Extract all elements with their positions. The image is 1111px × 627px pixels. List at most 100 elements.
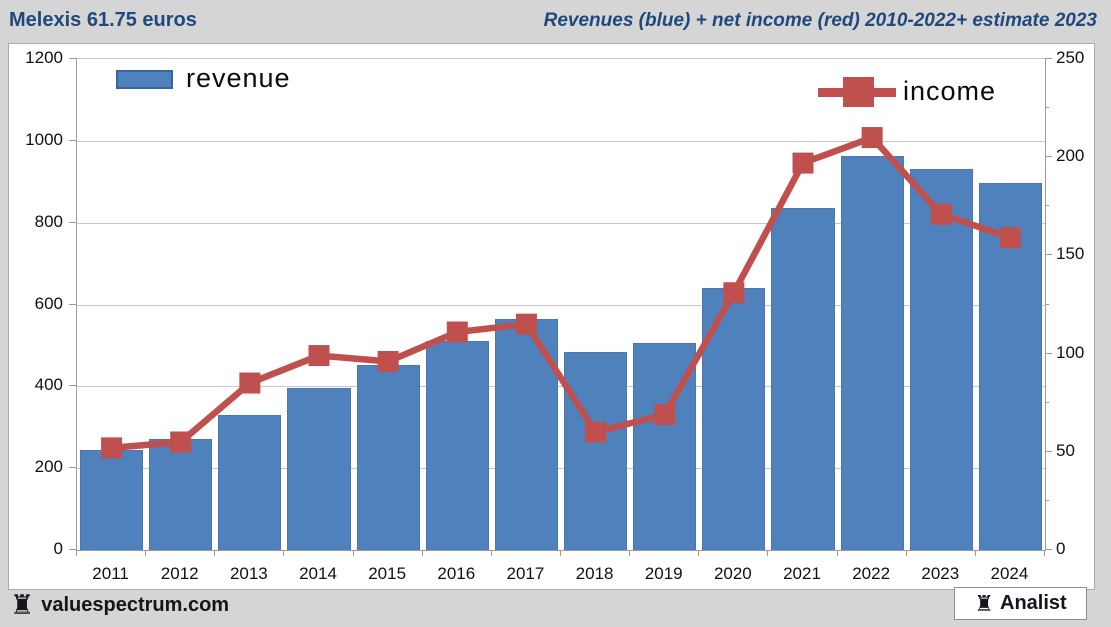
gridline-400	[77, 386, 1045, 388]
revenue-bar-2013	[218, 414, 282, 550]
income-marker-2019	[654, 403, 676, 425]
x-tick-1	[145, 550, 147, 556]
y-left-label-800: 800	[34, 211, 63, 231]
y-right-label-0: 0	[1056, 539, 1066, 558]
y-right-tick-50	[1045, 450, 1052, 452]
income-marker-2011	[101, 437, 123, 459]
income-marker-2013	[239, 372, 261, 394]
x-tick-12	[905, 550, 907, 556]
revenue-bar-2022	[840, 156, 904, 550]
y-left-tick-1200	[69, 58, 76, 59]
x-tick-6	[490, 550, 492, 556]
x-tick-4	[352, 550, 354, 556]
analist-text: Analist	[1000, 592, 1067, 614]
y-right-tick-100	[1045, 352, 1052, 354]
y-right-minor-tick-225	[1045, 107, 1049, 109]
y-right-tick-200	[1045, 156, 1052, 158]
chart-title: Melexis 61.75 euros	[9, 9, 197, 31]
year-label-2013: 2013	[229, 564, 268, 583]
year-label-2020: 2020	[713, 564, 752, 583]
y-right-tick-0	[1045, 549, 1052, 550]
income-marker-2012	[170, 431, 192, 453]
year-label-2021: 2021	[783, 564, 821, 583]
gridline-800	[77, 222, 1045, 224]
chart-subtitle: Revenues (blue) + net income (red) 2010-…	[543, 10, 1097, 31]
y-right-label-200: 200	[1056, 146, 1085, 166]
y-right-label-150: 150	[1056, 244, 1085, 264]
x-tick-11	[836, 550, 838, 556]
x-tick-13	[974, 550, 976, 556]
y-left-tick-1000	[69, 139, 76, 141]
x-tick-7	[560, 550, 561, 556]
year-label-2011: 2011	[92, 564, 129, 583]
income-marker-2024	[999, 227, 1021, 249]
year-label-2014: 2014	[299, 564, 337, 583]
y-left-label-1200: 1200	[25, 48, 63, 67]
income-marker-2015	[377, 350, 399, 372]
year-label-2024: 2024	[990, 564, 1029, 583]
x-tick-9	[698, 550, 700, 556]
y-right-minor-tick-75	[1045, 401, 1049, 403]
revenue-bar-2014	[287, 387, 351, 550]
revenue-legend-label: revenue	[186, 63, 291, 93]
revenue-legend-swatch	[116, 70, 173, 89]
year-label-2022: 2022	[852, 564, 891, 583]
revenue-bar-2012	[149, 438, 213, 550]
chart-panel: 0 200 400 600 800 1000 1200 0 50 100 150 200 250 2011…	[8, 43, 1095, 590]
revenue-bar-2016	[425, 341, 489, 550]
revenue-bar-2015	[356, 365, 420, 550]
rook-icon: ♜	[10, 590, 35, 620]
income-marker-2014	[308, 345, 330, 367]
income-legend-label: income	[903, 76, 997, 106]
plot-area	[76, 58, 1046, 551]
income-marker-2022	[861, 127, 883, 149]
income-legend-marker-icon	[843, 77, 874, 107]
y-right-tick-250	[1045, 58, 1052, 59]
year-label-2015: 2015	[368, 564, 407, 583]
x-tick-8	[629, 550, 631, 556]
valuespectrum-text: valuespectrum.com	[41, 593, 230, 616]
income-marker-2023	[930, 203, 952, 225]
y-left-label-600: 600	[34, 293, 63, 313]
revenue-bar-2018	[564, 351, 628, 550]
y-right-label-100: 100	[1056, 342, 1085, 362]
year-label-2018: 2018	[575, 564, 614, 583]
year-label-2016: 2016	[437, 564, 476, 583]
gridline-200	[77, 468, 1045, 470]
y-left-tick-600	[69, 303, 76, 305]
y-left-tick-400	[69, 385, 76, 387]
valuespectrum-watermark: ♜ valuespectrum.com	[10, 590, 230, 620]
revenue-bar-2023	[909, 168, 973, 550]
y-right-tick-150	[1045, 254, 1052, 256]
y-left-label-400: 400	[34, 375, 63, 395]
y-left-label-1000: 1000	[25, 129, 63, 149]
income-line-layer	[101, 127, 1021, 459]
y-right-minor-tick-175	[1045, 205, 1049, 207]
gridline-1000	[77, 140, 1045, 142]
income-marker-2018	[585, 421, 607, 443]
year-label-2023: 2023	[921, 564, 960, 583]
y-right-label-250: 250	[1056, 48, 1085, 67]
revenue-bar-2011	[80, 449, 144, 550]
income-line	[111, 134, 1012, 452]
x-tick-10	[767, 550, 769, 556]
x-tick-3	[283, 550, 285, 556]
analist-badge: ♜ Analist	[954, 587, 1087, 620]
y-left-label-0: 0	[53, 539, 63, 558]
x-tick-0	[76, 550, 77, 556]
y-right-label-50: 50	[1056, 440, 1075, 460]
income-marker-2016	[446, 321, 468, 343]
y-left-tick-200	[69, 467, 76, 469]
y-left-tick-800	[69, 221, 76, 223]
x-tick-5	[421, 550, 423, 556]
year-label-2019: 2019	[644, 564, 683, 583]
year-label-2012: 2012	[160, 564, 199, 583]
x-tick-2	[214, 550, 216, 556]
income-marker-2020	[723, 282, 745, 304]
y-left-tick-0	[69, 549, 76, 550]
income-marker-2021	[792, 152, 814, 174]
year-label-2017: 2017	[506, 564, 545, 583]
y-right-minor-tick-125	[1045, 303, 1049, 305]
x-tick-14	[1044, 550, 1045, 556]
